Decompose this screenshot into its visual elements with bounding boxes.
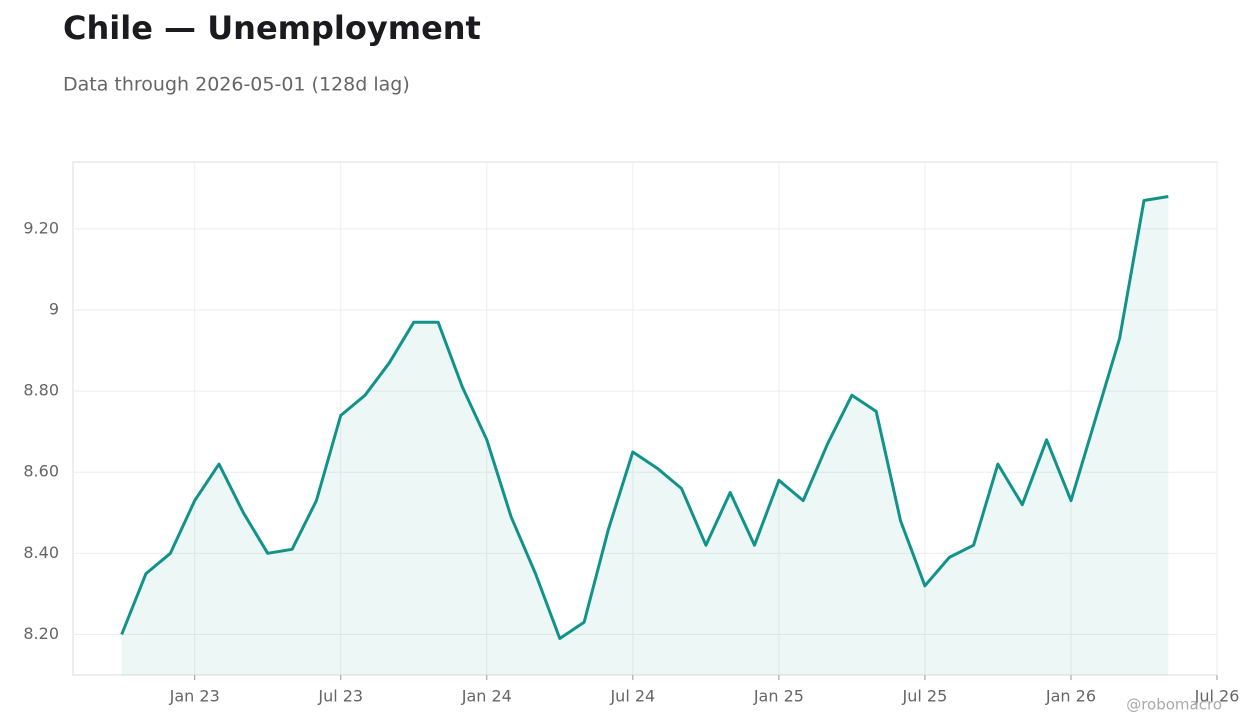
watermark: @robomacro [1126,696,1222,714]
chart-title: Chile — Unemployment [63,9,481,47]
x-tick-label: Jan 24 [461,687,512,706]
x-tick-label: Jul 23 [317,687,363,706]
chart-subtitle: Data through 2026-05-01 (128d lag) [63,74,410,96]
x-tick-label: Jul 24 [609,687,655,706]
y-tick-label: 8.80 [23,381,59,400]
line [120,195,1169,640]
x-tick-label: Jul 25 [902,687,948,706]
y-tick-label: 9.20 [23,218,59,237]
y-tick-label: 8.40 [23,543,59,562]
x-tick-label: Jan 25 [753,687,804,706]
area [121,196,1169,675]
x-tick-label: Jan 23 [169,687,220,706]
x-tick-label: Jul 26 [1194,687,1240,706]
x-tick-label: Jan 26 [1045,687,1096,706]
y-tick-label: 8.20 [23,624,59,643]
y-tick-label: 8.60 [23,462,59,481]
y-tick-label: 9 [49,300,59,319]
